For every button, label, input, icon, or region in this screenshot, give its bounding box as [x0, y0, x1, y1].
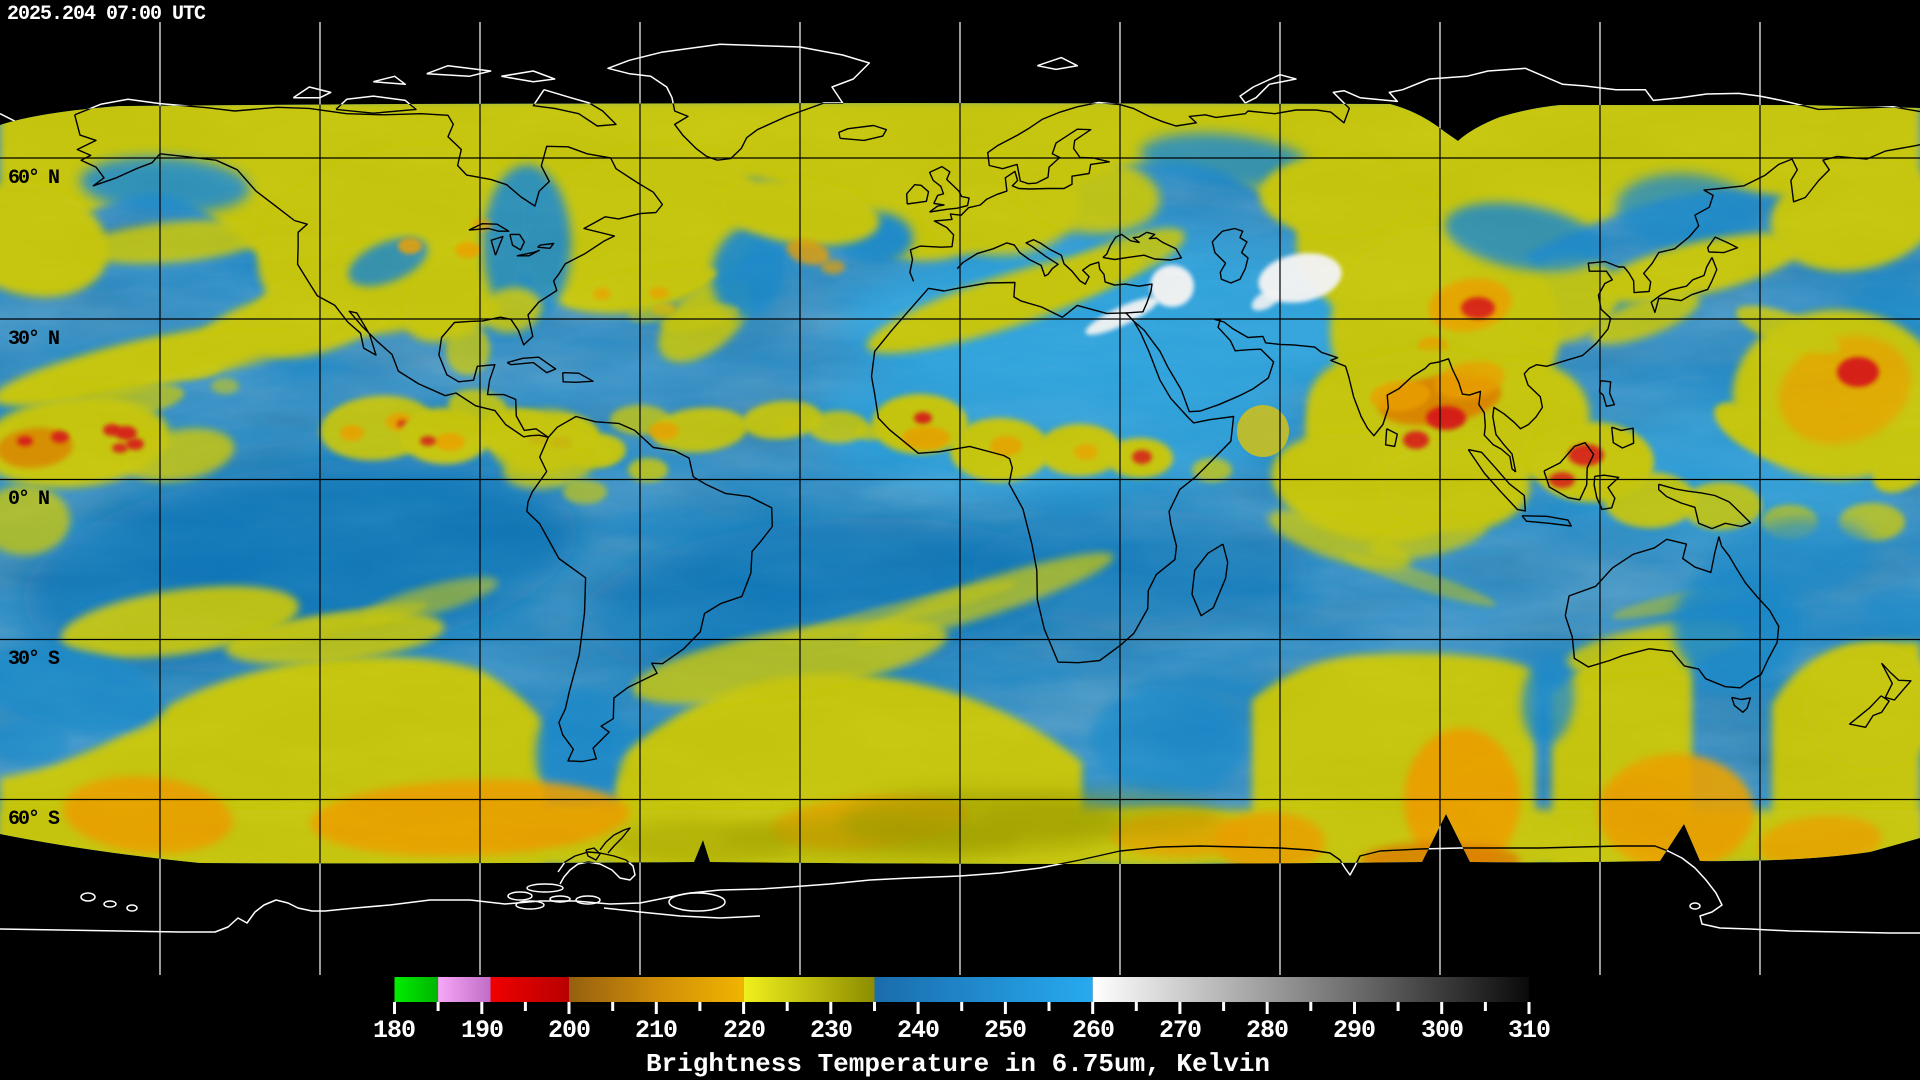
svg-text:230: 230 — [810, 1016, 852, 1045]
svg-text:310: 310 — [1508, 1016, 1550, 1045]
svg-text:2025.204 07:00 UTC: 2025.204 07:00 UTC — [7, 3, 206, 26]
svg-text:60° N: 60° N — [8, 167, 59, 190]
svg-text:260: 260 — [1072, 1016, 1114, 1045]
svg-text:30° N: 30° N — [8, 328, 59, 351]
svg-text:Brightness Temperature in 6.75: Brightness Temperature in 6.75um, Kelvin — [646, 1049, 1270, 1079]
svg-text:180: 180 — [373, 1016, 415, 1045]
svg-text:0° N: 0° N — [8, 488, 49, 511]
svg-text:250: 250 — [984, 1016, 1026, 1045]
svg-text:270: 270 — [1159, 1016, 1201, 1045]
svg-text:220: 220 — [723, 1016, 765, 1045]
svg-text:200: 200 — [548, 1016, 590, 1045]
svg-text:300: 300 — [1421, 1016, 1463, 1045]
svg-text:210: 210 — [635, 1016, 677, 1045]
svg-text:30° S: 30° S — [8, 648, 60, 671]
svg-text:240: 240 — [897, 1016, 939, 1045]
svg-text:60° S: 60° S — [8, 808, 60, 831]
svg-text:190: 190 — [461, 1016, 503, 1045]
svg-text:280: 280 — [1246, 1016, 1288, 1045]
svg-text:290: 290 — [1333, 1016, 1375, 1045]
